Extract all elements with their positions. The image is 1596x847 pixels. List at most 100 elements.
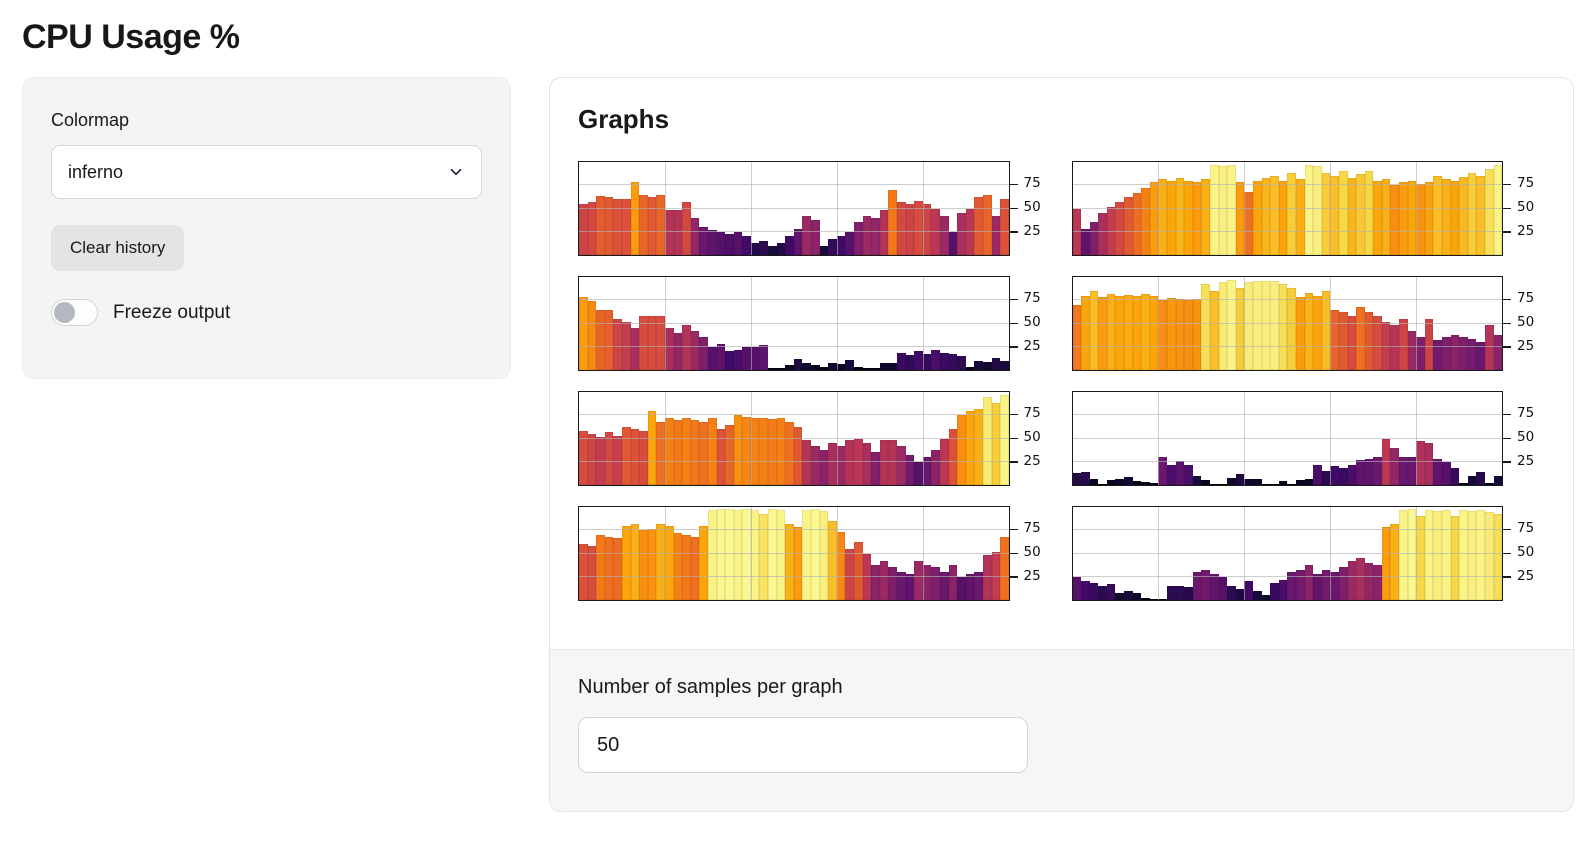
bar: [1313, 573, 1322, 600]
bar: [742, 508, 751, 600]
bar: [1132, 192, 1142, 255]
bar: [871, 451, 880, 485]
bar: [905, 455, 915, 485]
bar: [716, 231, 726, 255]
y-tick: [1009, 461, 1018, 463]
bar: [1381, 178, 1391, 255]
bar: [1089, 222, 1099, 255]
bar: [1124, 294, 1133, 370]
y-tick: [1503, 183, 1511, 186]
bar: [733, 415, 743, 485]
bar: [1390, 325, 1400, 370]
clear-history-button[interactable]: Clear history: [51, 225, 185, 271]
y-tick: [1009, 576, 1018, 578]
bar: [1089, 583, 1099, 600]
bar: [1252, 180, 1262, 255]
y-tick-label: 25: [1517, 452, 1535, 469]
grid-line: [836, 277, 838, 370]
y-tick-label: 50: [1023, 199, 1041, 215]
bar: [819, 367, 829, 370]
bar: [836, 532, 846, 600]
bar: [871, 217, 880, 255]
bar: [1416, 516, 1425, 600]
bar: [931, 208, 940, 255]
bar: [1167, 298, 1176, 370]
bar: [664, 418, 674, 485]
y-tick-label: 50: [1517, 314, 1535, 330]
bar: [1424, 318, 1434, 370]
y-tick: [1503, 298, 1511, 301]
y-tick-label: 75: [1517, 520, 1535, 537]
bar: [811, 365, 820, 370]
bar: [854, 542, 863, 600]
bar: [742, 346, 751, 370]
bar: [1476, 471, 1485, 485]
bar: [1192, 475, 1202, 485]
bar: [1261, 484, 1271, 485]
bar: [1106, 584, 1116, 600]
plot-area: [1071, 276, 1503, 371]
bar: [1364, 171, 1374, 255]
bar: [1184, 300, 1193, 370]
bar: [750, 509, 760, 600]
bar: [1364, 312, 1374, 370]
bar: [1141, 482, 1150, 485]
bar: [682, 325, 691, 370]
bar: [965, 208, 975, 255]
bar: [914, 461, 923, 485]
bar: [1459, 337, 1468, 370]
bar: [1476, 509, 1485, 600]
bar: [647, 529, 657, 600]
bar: [1364, 458, 1374, 485]
bar: [1442, 461, 1451, 485]
bar: [811, 219, 820, 255]
y-tick-label: 75: [1023, 290, 1041, 307]
bar: [1450, 334, 1460, 370]
bar: [939, 353, 949, 370]
bar: [1175, 460, 1185, 485]
bar: [630, 182, 640, 255]
cpu-graph-6: 25 50 75: [1071, 391, 1550, 486]
bar: [742, 417, 751, 485]
plot-area: [1071, 506, 1503, 601]
bar: [845, 231, 854, 255]
bar: [965, 410, 975, 485]
bar: [879, 560, 889, 600]
bar: [707, 346, 717, 370]
bar: [1270, 280, 1279, 370]
cpu-graph-8: 25 50 75: [1071, 506, 1550, 601]
bar: [982, 555, 992, 600]
plot-area: [578, 276, 1010, 371]
bar: [604, 197, 614, 255]
samples-input[interactable]: [578, 717, 1028, 773]
colormap-label: Colormap: [51, 110, 130, 130]
y-axis-ticks: 25 50 75: [1503, 276, 1549, 371]
bar: [1493, 164, 1503, 255]
bar: [1416, 441, 1425, 485]
y-axis-ticks: 25 50 75: [1009, 506, 1056, 601]
freeze-toggle[interactable]: [51, 299, 98, 326]
y-tick: [1009, 231, 1018, 233]
colormap-select[interactable]: inferno: [51, 145, 482, 199]
bar: [1287, 173, 1296, 255]
y-tick-label: 50: [1517, 199, 1535, 215]
bar: [1270, 175, 1279, 255]
bar: [1132, 592, 1142, 600]
bar: [896, 445, 906, 485]
bar: [888, 567, 897, 600]
bar: [1192, 182, 1202, 255]
bar: [647, 197, 657, 255]
bar: [1442, 337, 1451, 370]
bar: [596, 309, 605, 370]
plot-area: [578, 506, 1010, 601]
y-tick: [1009, 437, 1018, 439]
bar: [1235, 473, 1245, 485]
bar: [1424, 181, 1434, 255]
bar: [1158, 300, 1168, 370]
cpu-graph-2: 25 50 75: [1071, 161, 1550, 256]
bar: [1416, 337, 1425, 370]
bar: [1330, 572, 1339, 600]
bar: [1416, 184, 1425, 255]
bar: [768, 368, 777, 370]
y-tick: [1009, 346, 1018, 348]
